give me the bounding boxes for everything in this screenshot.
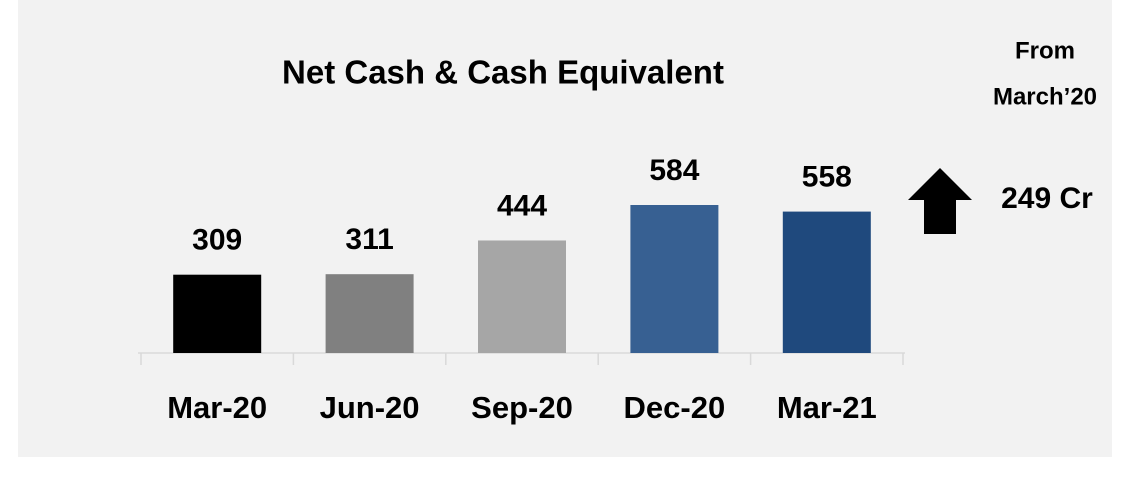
bar: [173, 274, 262, 353]
chart-title: Net Cash & Cash Equivalent: [282, 54, 724, 91]
bar: [782, 211, 871, 353]
value-label: 311: [345, 223, 393, 256]
x-tick-label: Mar-20: [167, 390, 267, 425]
annotation-text: From: [1015, 37, 1075, 64]
bar: [325, 274, 414, 353]
x-tick-label: Mar-21: [777, 390, 877, 425]
x-tick-label: Dec-20: [624, 390, 726, 425]
change-label: 249 Cr: [1001, 182, 1093, 215]
value-label: 584: [649, 154, 699, 187]
value-label: 309: [192, 224, 242, 257]
bar: [630, 205, 719, 353]
value-label: 444: [497, 189, 547, 222]
value-label: 558: [802, 161, 852, 194]
x-tick-label: Sep-20: [471, 390, 573, 425]
up-arrow: [908, 168, 972, 234]
annotation-text: March’20: [993, 83, 1097, 110]
bar: [478, 240, 566, 353]
x-tick-label: Jun-20: [320, 390, 420, 425]
